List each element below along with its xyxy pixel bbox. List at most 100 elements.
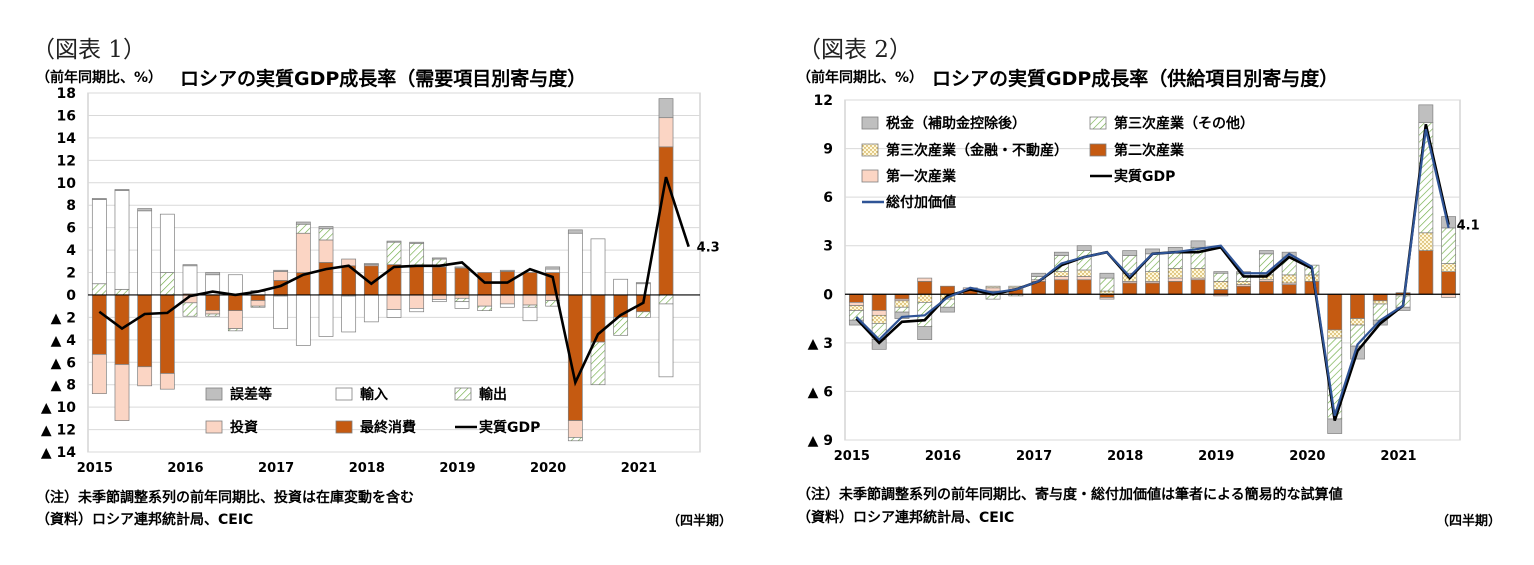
chart2-svg: 12 9 6 3 0 ▲ 3 ▲ 6 ▲ 9 4.1 2015 2016 2017 2018 2019 20… bbox=[808, 93, 1480, 464]
bar-- bbox=[1350, 293, 1365, 319]
bar-- bbox=[454, 301, 470, 309]
x-year-label: 2021 bbox=[1380, 449, 1416, 464]
legend-label: 投資 bbox=[230, 419, 258, 436]
bar-- bbox=[1281, 284, 1297, 295]
bar-- bbox=[894, 306, 910, 313]
legend-swatch bbox=[335, 420, 353, 434]
bar-- bbox=[114, 189, 130, 191]
bar-- bbox=[1418, 104, 1434, 124]
y-tick-label: ▲ 10 bbox=[41, 400, 76, 416]
bar-- bbox=[114, 364, 130, 421]
bar-- bbox=[431, 294, 447, 300]
bar-- bbox=[1076, 245, 1092, 251]
bar-- bbox=[871, 293, 887, 311]
bar-- bbox=[1053, 271, 1069, 277]
chart2-title: ロシアの実質GDP成長率（供給項目別寄与度） bbox=[932, 68, 1339, 90]
bar-- bbox=[894, 300, 910, 308]
bar-- bbox=[522, 294, 538, 306]
bar-- bbox=[409, 294, 425, 309]
legend-label: 実質GDP bbox=[1114, 168, 1175, 185]
bar-- bbox=[658, 146, 674, 296]
y-tick-label: ▲ 14 bbox=[41, 445, 76, 461]
bar-- bbox=[1145, 253, 1160, 272]
y-tick-label: 12 bbox=[814, 93, 833, 109]
x-year-label: 2015 bbox=[77, 461, 113, 476]
x-year-label: 2016 bbox=[167, 461, 203, 476]
bar-- bbox=[250, 305, 266, 308]
bar-- bbox=[567, 437, 583, 442]
bar-- bbox=[1213, 289, 1229, 295]
bar-- bbox=[182, 302, 198, 317]
y-tick-label: 3 bbox=[823, 239, 833, 255]
chart1-unit-label: （前年同期比、%） bbox=[36, 70, 163, 86]
bar-- bbox=[545, 266, 561, 270]
bar-- bbox=[1190, 268, 1206, 279]
x-year-label: 2017 bbox=[1016, 449, 1052, 464]
y-tick-label: ▲ 12 bbox=[41, 423, 76, 439]
bar-- bbox=[159, 213, 175, 273]
real-gdp-line bbox=[98, 176, 690, 387]
y-tick-label: 16 bbox=[57, 108, 76, 124]
bar-- bbox=[940, 306, 955, 313]
bar-- bbox=[295, 294, 311, 346]
bar-- bbox=[1258, 250, 1274, 255]
bar-- bbox=[917, 293, 933, 303]
y-tick-label: ▲ 9 bbox=[808, 433, 833, 449]
bar-- bbox=[567, 232, 583, 296]
y-tick-label: 10 bbox=[57, 176, 77, 192]
bar-- bbox=[985, 285, 1001, 289]
bar-- bbox=[454, 297, 470, 303]
bar-- bbox=[1236, 280, 1252, 285]
bar-- bbox=[1418, 122, 1434, 234]
legend-label: 輸入 bbox=[360, 386, 388, 403]
bar-- bbox=[1122, 250, 1138, 256]
bar-- bbox=[1167, 280, 1183, 295]
x-year-label: 2019 bbox=[439, 461, 475, 476]
bar-- bbox=[1099, 272, 1115, 279]
x-year-label: 2017 bbox=[258, 461, 294, 476]
chart1-svg: 18 16 14 12 10 8 6 4 2 0 ▲ 2 ▲ 4 ▲ 6 ▲ 8 ▲ 10 ▲ 12 ▲ 14 4… bbox=[41, 86, 720, 476]
chart2-panel-label: （図表 2） bbox=[798, 37, 912, 63]
x-year-label: 2018 bbox=[349, 461, 385, 476]
bar-- bbox=[940, 285, 955, 295]
bar-- bbox=[1053, 279, 1069, 295]
bar-- bbox=[1145, 282, 1160, 295]
chart1-x-unit: （四半期） bbox=[667, 514, 733, 529]
bar-- bbox=[1327, 293, 1343, 331]
chart2-unit-label: （前年同期比、%） bbox=[797, 70, 924, 86]
y-tick-label: ▲ 2 bbox=[51, 310, 76, 326]
bar-- bbox=[658, 98, 674, 119]
bar-- bbox=[917, 280, 933, 295]
bar-- bbox=[894, 311, 910, 319]
bar-- bbox=[159, 373, 175, 390]
legend-label: 輸出 bbox=[479, 386, 507, 403]
bar-- bbox=[137, 294, 153, 368]
chart2-x-unit: （四半期） bbox=[1436, 514, 1502, 529]
x-year-label: 2019 bbox=[1198, 449, 1234, 464]
bar-- bbox=[295, 221, 311, 225]
bar-- bbox=[545, 268, 561, 273]
y-tick-label: ▲ 3 bbox=[808, 336, 833, 352]
bar-- bbox=[318, 239, 334, 263]
bar-- bbox=[227, 310, 243, 329]
y-tick-label: 6 bbox=[66, 221, 76, 237]
bar-- bbox=[848, 302, 864, 306]
y-tick-label: 8 bbox=[66, 198, 76, 214]
bar-- bbox=[205, 272, 221, 276]
y-tick-label: 0 bbox=[66, 288, 76, 304]
bar-- bbox=[1327, 329, 1343, 339]
y-tick-label: 4 bbox=[66, 243, 76, 259]
bar-- bbox=[1281, 274, 1297, 284]
legend-label: 第三次産業（金融・不動産） bbox=[886, 142, 1068, 159]
bar-- bbox=[250, 294, 266, 301]
bar-- bbox=[273, 295, 289, 329]
legend-swatch bbox=[335, 387, 353, 401]
bar-- bbox=[182, 265, 198, 295]
bar-- bbox=[227, 328, 243, 332]
bar-- bbox=[522, 272, 538, 296]
bar-- bbox=[91, 199, 107, 285]
y-tick-label: ▲ 8 bbox=[51, 378, 76, 394]
bar-- bbox=[227, 274, 243, 296]
bar-- bbox=[1122, 282, 1138, 295]
bar-- bbox=[431, 266, 447, 296]
